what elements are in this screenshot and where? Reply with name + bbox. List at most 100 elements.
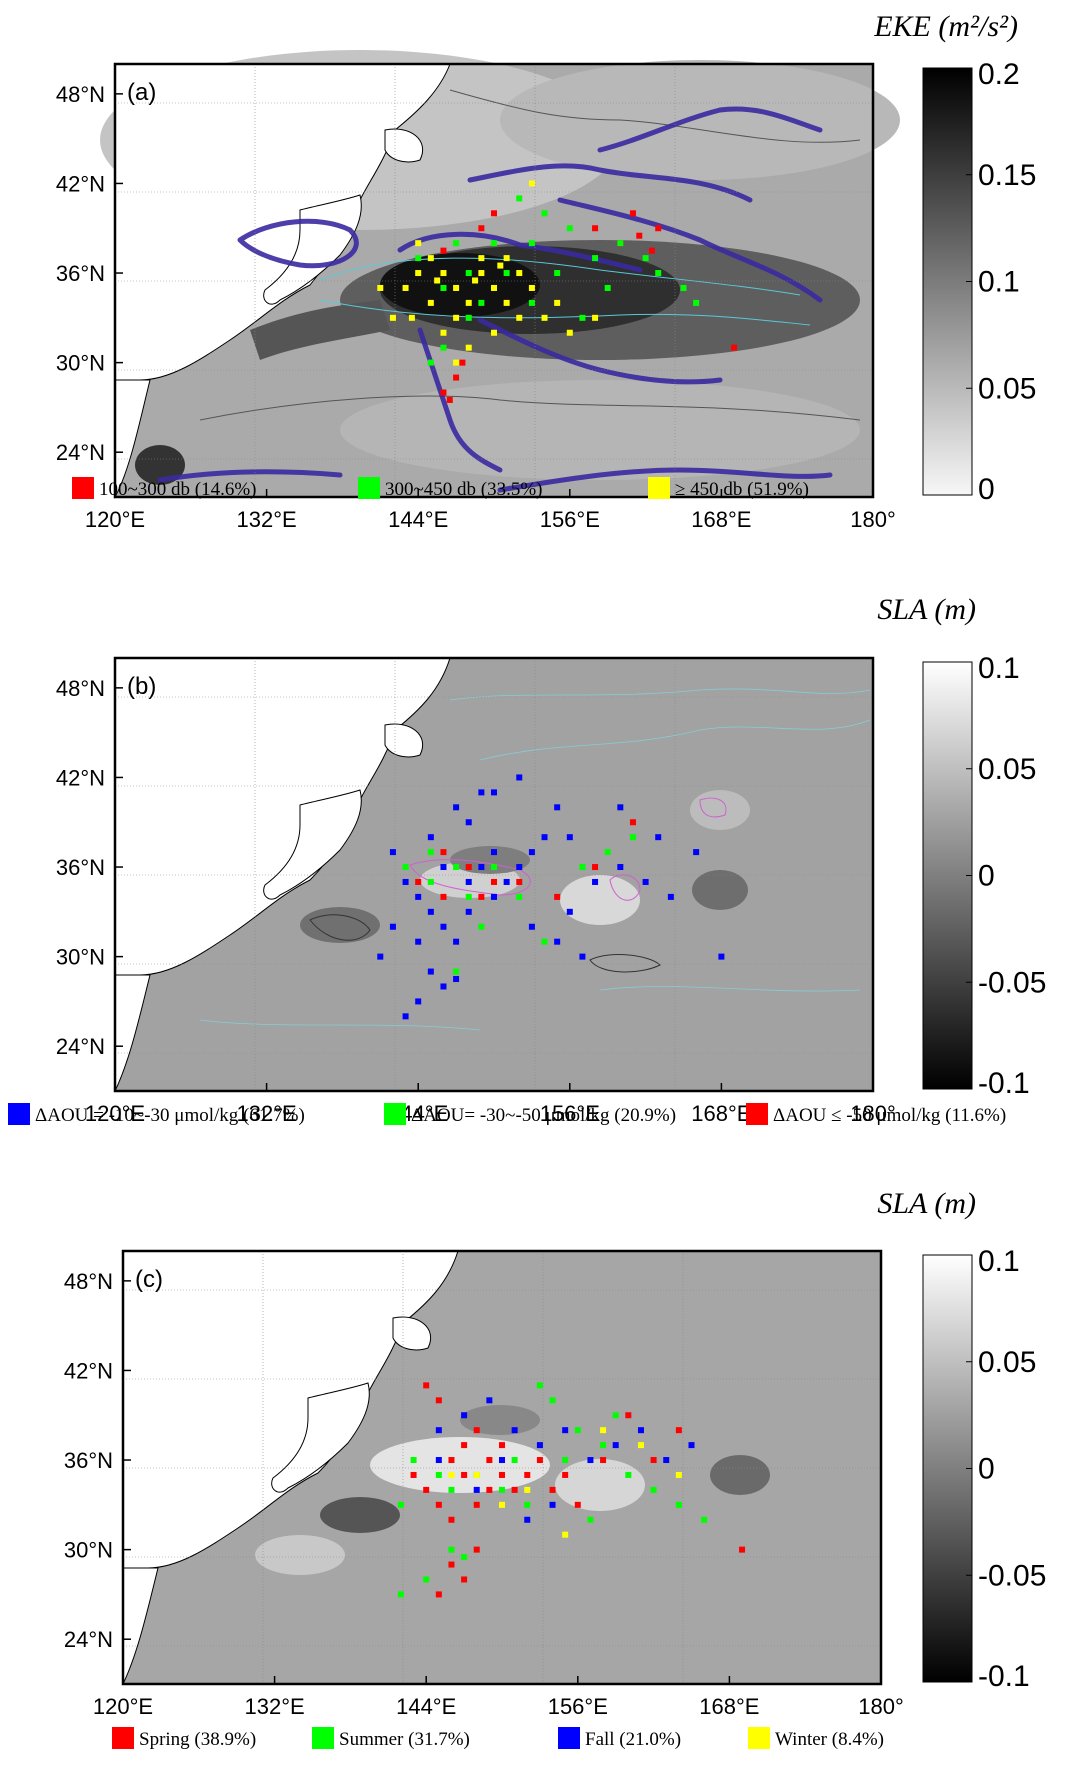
y-tick-label: 24°N (64, 1627, 113, 1652)
x-tick-label: 168°E (699, 1694, 759, 1719)
data-point (554, 299, 561, 306)
data-point (579, 864, 586, 871)
data-point (562, 1427, 569, 1434)
data-point (579, 314, 586, 321)
legend: Spring (38.9%) Summer (31.7%) Fall (21.0%)… (112, 1727, 884, 1750)
data-point (491, 329, 497, 336)
legend-label: Fall (21.0%) (585, 1729, 681, 1750)
data-point (528, 849, 535, 856)
x-tick-label: 120°E (85, 507, 145, 532)
data-points (377, 180, 738, 403)
legend-swatch (558, 1727, 580, 1749)
data-point (453, 374, 460, 381)
data-point (453, 968, 460, 975)
x-tick-label: 180° (858, 1694, 904, 1719)
data-point (465, 270, 472, 277)
y-axis-ticks: 48°N 42°N 36°N 30°N 24°N (56, 82, 123, 465)
data-point (389, 849, 396, 856)
data-point (600, 1427, 607, 1434)
data-point (562, 1531, 569, 1538)
data-point (465, 878, 472, 885)
data-point (600, 1442, 607, 1449)
grid (115, 658, 873, 1091)
data-point (528, 284, 535, 291)
data-point (650, 1457, 657, 1464)
data-point (461, 1471, 468, 1478)
y-tick-label: 48°N (56, 676, 105, 701)
data-point (473, 1427, 480, 1434)
series-3 (377, 180, 599, 366)
data-point (448, 1546, 455, 1553)
data-point (461, 1576, 468, 1583)
colorbar-title: EKE (m²/s²) (873, 10, 1018, 43)
data-point (472, 277, 479, 284)
data-point (675, 1501, 682, 1508)
data-point (434, 277, 441, 284)
map-background (122, 1250, 881, 1685)
colorbar-tick-label: -0.1 (978, 1660, 1030, 1693)
data-point (617, 804, 624, 811)
data-point (473, 1471, 480, 1478)
data-point (655, 225, 662, 232)
y-tick-label: 30°N (56, 945, 105, 970)
y-tick-label: 24°N (56, 1034, 105, 1059)
data-point (541, 938, 548, 945)
x-tick-label: 144°E (396, 1694, 456, 1719)
x-tick-label: 132°E (237, 507, 297, 532)
series-2 (415, 195, 700, 366)
data-point (448, 1516, 455, 1523)
data-point (491, 878, 497, 885)
y-axis-ticks: 48°N 42°N 36°N 30°N 24°N (64, 1269, 131, 1652)
data-point (528, 923, 535, 930)
data-point (415, 893, 422, 900)
data-point (427, 849, 434, 856)
data-point (491, 893, 497, 900)
legend-item: 300~450 db (33.5%) (358, 477, 543, 500)
data-point (499, 1471, 505, 1478)
data-point (566, 225, 573, 232)
series-1 (410, 1382, 746, 1598)
data-point (592, 878, 599, 885)
colorbar-ticks: 0.1 0.05 0 -0.05 -0.1 (966, 1245, 1046, 1693)
data-point (427, 834, 434, 841)
data-point (554, 893, 561, 900)
data-point (465, 893, 472, 900)
data-point (486, 1486, 493, 1493)
y-tick-label: 42°N (56, 171, 105, 196)
data-point (440, 344, 447, 351)
data-point (408, 314, 415, 321)
legend-swatch (384, 1103, 406, 1125)
data-point (453, 284, 460, 291)
data-point (592, 255, 599, 262)
data-point (516, 864, 523, 871)
legend-item: ΔAOU= -30~-50 μmol/kg (20.9%) (384, 1103, 676, 1126)
series-3 (415, 819, 636, 900)
colorbar-tick-label: -0.05 (978, 966, 1046, 999)
data-point (478, 299, 485, 306)
colorbar-ticks: 0.2 0.15 0.1 0.05 0 (966, 58, 1036, 506)
legend-swatch (358, 477, 380, 499)
panel-tag: (c) (135, 1266, 163, 1293)
data-point (453, 864, 460, 871)
panel-c: (c) 48°N 42°N 36°N 30°N 24°N 120°E 132°E 144°E… (64, 1187, 1047, 1750)
data-point (566, 329, 573, 336)
data-point (718, 953, 725, 960)
x-tick-label: 120°E (85, 1101, 145, 1126)
data-point (499, 1501, 505, 1508)
colorbar-ticks: 0.1 0.05 0 -0.05 -0.1 (966, 652, 1046, 1100)
legend-item: 100~300 db (14.6%) (72, 477, 257, 500)
data-point (650, 1486, 657, 1493)
y-tick-label: 36°N (56, 855, 105, 880)
data-point (524, 1516, 531, 1523)
panel-tag: (b) (127, 673, 156, 700)
data-point (453, 240, 460, 247)
data-point (402, 878, 409, 885)
x-tick-label: 144°E (388, 507, 448, 532)
colorbar: EKE (m²/s²) 0.2 0.15 0.1 0.05 0 (873, 10, 1036, 506)
data-point (465, 908, 472, 915)
series-1 (377, 774, 725, 1020)
legend-swatch (746, 1103, 768, 1125)
data-point (402, 284, 409, 291)
colorbar-tick-label: 0.1 (978, 266, 1020, 299)
y-tick-label: 48°N (64, 1269, 113, 1294)
